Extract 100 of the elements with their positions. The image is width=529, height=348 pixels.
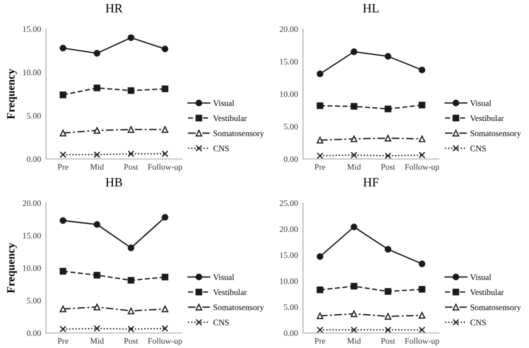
point [162,306,168,312]
legend-label: Visual [213,100,234,106]
x-tick-label: Post [381,164,396,170]
legend-label: Vestibular [213,289,247,296]
point [418,66,426,74]
y-tick-label: 5.00 [284,124,298,130]
point [162,274,168,280]
x-tick-label: Pre [58,164,68,170]
y-tick-label: 0.00 [284,330,298,336]
point [316,152,324,160]
point [384,288,392,295]
x-tick-label: Follow-up [404,164,440,172]
point [94,221,100,228]
point [350,224,358,230]
x-tick-label: Pre [58,338,68,344]
point [94,127,100,134]
point [316,253,324,260]
y-tick-label: 20.00 [280,226,298,232]
point [128,277,134,284]
point [60,151,66,158]
point [418,312,426,319]
point [418,136,426,142]
legend-label: CNS [470,146,486,152]
x-tick-label: Follow-up [148,164,182,172]
point [60,130,66,136]
legend-label: Somatosensory [214,304,264,312]
x-tick-label: Post [381,338,396,344]
x-tick-label: Mid [347,338,361,344]
point [350,152,358,158]
point [384,313,392,320]
legend-label: Visual [470,100,492,106]
legend-label: Vestibular [470,115,504,122]
point [128,150,134,158]
point [418,286,426,293]
point [384,52,392,60]
point [128,244,134,252]
point [128,326,134,332]
point [60,92,66,98]
legend-label: Vestibular [470,289,504,296]
point [316,136,324,144]
point [316,102,324,110]
x-tick-label: Mid [347,164,361,170]
point [418,102,426,108]
y-tick-label: 10.00 [23,70,41,76]
point [316,70,324,78]
point [162,325,168,332]
legend-label: CNS [213,320,229,326]
y-tick-label: 5.00 [27,298,41,304]
point [350,136,358,142]
point [60,268,66,275]
point [418,152,426,158]
point [128,308,134,314]
point [316,326,324,334]
legend-label: CNS [470,320,486,326]
legend-label: Visual [470,274,492,280]
point [162,150,168,158]
y-tick-label: 0.00 [284,156,298,162]
point [418,260,426,268]
y-tick-label: 25.00 [280,200,298,206]
legend-label: CNS [213,146,229,152]
y-tick-label: 20.00 [22,200,41,206]
chart-title: HF [363,178,379,186]
legend-label: Somatosensory [470,304,521,312]
legend-label: Somatosensory [470,130,521,138]
x-tick-label: Mid [90,164,104,170]
x-tick-label: Follow-up [148,338,182,346]
x-tick-label: Follow-up [404,338,440,346]
chart-title: HB [106,178,122,186]
legend-label: Visual [213,274,234,280]
point [94,84,100,92]
point [350,48,358,56]
y-tick-label: 0.00 [26,330,41,336]
point [60,44,66,52]
y-tick-label: 15.00 [280,58,298,65]
legend-label: Somatosensory [214,130,264,138]
y-tick-label: 5.00 [284,304,298,310]
x-tick-label: Post [124,164,138,170]
y-tick-label: 10.00 [23,265,41,272]
y-tick-label: 15.00 [280,252,298,258]
point [128,126,134,133]
point [316,286,324,294]
point [350,310,358,318]
point [94,151,100,158]
x-tick-label: Mid [90,338,104,344]
y-axis-title: Frequency [7,68,17,120]
point [60,326,66,332]
point [384,246,392,253]
y-tick-label: 15.00 [23,26,41,32]
point [60,217,66,224]
point [162,214,168,221]
point [128,34,134,41]
point [384,134,392,142]
legend-label: Vestibular [213,115,247,122]
y-axis-title: Frequency [7,242,17,294]
point [316,312,324,320]
point [94,50,100,57]
point [94,304,100,310]
point [94,325,100,332]
point [128,87,134,94]
x-tick-label: Post [124,338,138,344]
